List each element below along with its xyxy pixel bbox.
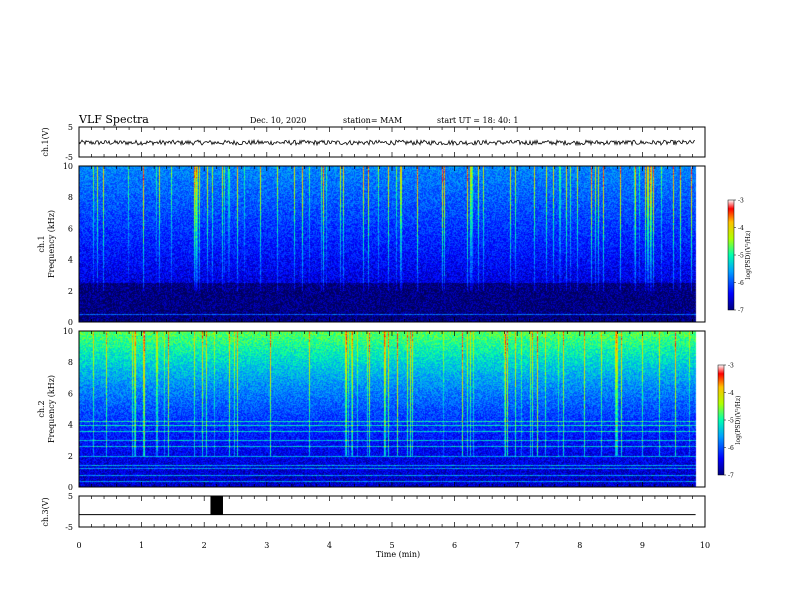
colorbar-tick-label: -7 — [728, 473, 734, 480]
time-tick-label: 1 — [139, 541, 144, 550]
ch2-spec-ylabel-frequency: Frequency (kHz) — [47, 375, 56, 443]
start-time-label: start UT = 18: 40: 1 — [437, 116, 518, 125]
frequency-tick-label: 0 — [68, 483, 73, 492]
ch1-colorbar-bar — [727, 199, 735, 311]
ch3-pulse — [210, 496, 223, 515]
ch2-colorbar-label: log(PSD)(V²/Hz) — [735, 396, 742, 445]
time-tick-label: 0 — [76, 541, 81, 550]
frequency-tick-label: 6 — [68, 389, 73, 398]
time-tick-label: 4 — [327, 541, 332, 550]
frequency-tick-label: 2 — [68, 452, 73, 461]
ch3-voltage-panel: ch.3(V) 5 -5 — [41, 492, 706, 532]
ch2-colorbar-ticks: -3 -4 -5 -6 -7 — [724, 363, 734, 480]
frequency-tick-label: 8 — [68, 358, 73, 367]
ch1-colorbar-ticks: -3 -4 -5 -6 -7 — [734, 198, 744, 315]
ch2-colorbar-bar — [717, 364, 725, 476]
time-axis-label: Time (min) — [376, 550, 420, 559]
ch3-ylabel: ch.3(V) — [41, 497, 50, 526]
colorbar-tick-label: -3 — [738, 198, 744, 205]
frequency-tick-label: 4 — [68, 256, 73, 265]
ch2-spectrogram-image — [79, 331, 705, 487]
colorbar-tick-label: -7 — [738, 308, 744, 315]
colorbar-tick-label: -5 — [728, 418, 734, 425]
time-tick-label: 7 — [515, 541, 520, 550]
colorbar-tick-label: -6 — [738, 280, 744, 287]
ch1-spectrogram-panel: ch.1 Frequency (kHz) 0 2 4 6 8 10 -3 -4 -5 -6 -7 … — [37, 162, 752, 327]
colorbar-tick-label: -6 — [728, 445, 734, 452]
time-tick-label: 5 — [389, 541, 394, 550]
ch1-spectrogram-image — [79, 166, 705, 322]
date-label: Dec. 10, 2020 — [250, 116, 306, 125]
ch1-ylabel: ch.1(V) — [41, 127, 50, 156]
ch1-ytick-top: 5 — [68, 123, 73, 132]
time-tick-label: 9 — [640, 541, 645, 550]
colorbar-tick-label: -5 — [738, 253, 744, 260]
time-axis-ticks: 0 1 2 3 4 5 6 7 8 9 10 — [76, 127, 710, 550]
time-tick-label: 8 — [577, 541, 582, 550]
ch1-ytick-bottom: -5 — [65, 153, 73, 162]
frequency-tick-label: 8 — [68, 193, 73, 202]
ch3-ytick-top: 5 — [68, 492, 73, 501]
ch2-colorbar: -3 -4 -5 -6 -7 log(PSD)(V²/Hz) — [717, 363, 742, 480]
ch2-spectrogram-panel: ch.2 Frequency (kHz) 0 2 4 6 8 10 -3 -4 -5 -6 -7 … — [37, 327, 742, 492]
time-tick-label: 2 — [202, 541, 207, 550]
ch1-colorbar-label: log(PSD)(V²/Hz) — [745, 231, 752, 280]
colorbar-tick-label: -4 — [738, 225, 744, 232]
station-label: station= MAM — [343, 116, 402, 125]
ch2-spec-ylabel-channel: ch.2 — [37, 400, 46, 417]
time-tick-label: 6 — [452, 541, 457, 550]
ch1-voltage-panel: ch.1(V) 5 -5 — [41, 123, 706, 162]
time-tick-label: 3 — [264, 541, 269, 550]
frequency-tick-label: 10 — [63, 327, 73, 336]
frequency-tick-label: 10 — [63, 162, 73, 171]
frequency-tick-label: 4 — [68, 421, 73, 430]
frequency-tick-label: 6 — [68, 224, 73, 233]
ch1-colorbar: -3 -4 -5 -6 -7 log(PSD)(V²/Hz) — [727, 198, 752, 315]
colorbar-tick-label: -4 — [728, 390, 734, 397]
ch3-ytick-bottom: -5 — [65, 523, 73, 532]
time-tick-label: 10 — [700, 541, 710, 550]
ch1-spec-ylabel-frequency: Frequency (kHz) — [47, 210, 56, 278]
frequency-tick-label: 0 — [68, 318, 73, 327]
colorbar-tick-label: -3 — [728, 363, 734, 370]
figure-title: VLF Spectra — [78, 113, 149, 126]
ch1-voltage-trace — [78, 138, 696, 147]
ch1-spec-ylabel-channel: ch.1 — [37, 235, 46, 252]
frequency-tick-label: 2 — [68, 287, 73, 296]
